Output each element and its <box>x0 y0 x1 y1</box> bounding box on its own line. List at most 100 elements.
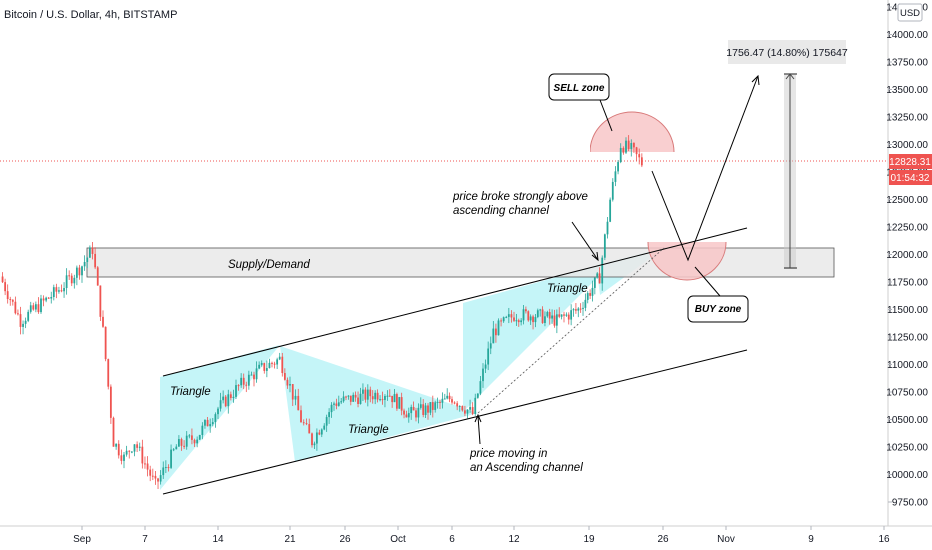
candle-body <box>271 362 273 364</box>
candle-body <box>525 309 527 312</box>
candle-body <box>209 424 212 427</box>
candle-body <box>471 407 474 414</box>
channel-upper-line[interactable] <box>162 227 748 377</box>
candle-body <box>577 308 580 311</box>
time-axis[interactable]: Sep 7 14 21 26 Oct 6 12 19 26 Nov 9 16 <box>73 526 890 545</box>
channel-lower-line[interactable] <box>162 349 748 495</box>
candle-body <box>222 396 225 401</box>
candle-body <box>170 449 172 468</box>
sell-zone-callout[interactable] <box>548 73 610 101</box>
triangle-pattern-1[interactable] <box>160 345 280 490</box>
time-tick-label: 6 <box>449 534 455 545</box>
candle-body <box>104 326 107 360</box>
candle-body <box>81 266 83 276</box>
currency-badge-label: USD <box>900 8 920 19</box>
candle-body <box>424 405 427 415</box>
candle-body <box>313 443 316 446</box>
candle-body <box>362 389 364 394</box>
candle-body <box>625 140 627 153</box>
candle-body <box>434 402 437 410</box>
candle-body <box>369 389 372 397</box>
bar-countdown-tag[interactable] <box>889 170 932 185</box>
candle-body <box>32 305 35 310</box>
candle-body <box>591 287 594 296</box>
buy-zone-pointer <box>694 266 721 297</box>
candle-body <box>400 397 403 411</box>
candle-body <box>1 276 4 283</box>
time-tick-label: Sep <box>73 534 91 545</box>
candle-body <box>357 397 359 404</box>
currency-badge[interactable] <box>897 3 923 22</box>
measure-arrowhead <box>785 73 795 80</box>
breakout-note-line2: ascending channel <box>453 205 549 217</box>
buy-zone-callout[interactable] <box>687 295 749 323</box>
buy-zone-arc[interactable] <box>647 204 727 281</box>
candlestick-series[interactable] <box>1 135 643 490</box>
candle-body <box>34 304 37 310</box>
candle-body <box>352 394 355 402</box>
candle-body <box>417 407 420 418</box>
candle-body <box>551 315 553 319</box>
candle-body <box>130 451 133 453</box>
candle-body <box>125 450 128 455</box>
candle-body <box>263 363 266 371</box>
sell-zone-arc[interactable] <box>590 111 675 192</box>
projected-path[interactable] <box>651 75 759 262</box>
candle-body <box>258 364 261 369</box>
candle-body <box>138 446 141 448</box>
candle-body <box>398 397 401 409</box>
time-tick-label: 19 <box>583 534 595 545</box>
candle-body <box>333 403 335 405</box>
candle-body <box>453 402 456 404</box>
symbol-title[interactable]: Bitcoin / U.S. Dollar, 4h, BITSTAMP <box>4 9 178 21</box>
candle-body <box>570 310 573 320</box>
candle-body <box>286 379 289 386</box>
candle-body <box>37 304 40 313</box>
candle-body <box>582 307 584 309</box>
price-axis[interactable]: 14250.0014000.0013750.0013500.0013250.00… <box>886 3 928 509</box>
candle-body <box>479 381 482 394</box>
last-price-tag[interactable] <box>889 154 932 169</box>
candle-body <box>345 396 347 398</box>
candle-body <box>29 305 32 312</box>
candle-body <box>175 446 178 450</box>
candle-body <box>541 309 544 324</box>
candle-body <box>112 417 115 447</box>
candle-body <box>520 320 523 323</box>
candle-body <box>191 435 193 440</box>
candle-body <box>265 368 268 371</box>
time-tick-label: Oct <box>390 534 406 545</box>
triangle-pattern-3[interactable] <box>463 265 600 412</box>
candle-body <box>91 247 94 254</box>
candle-body <box>614 171 617 182</box>
candle-body <box>50 297 53 299</box>
candle-body <box>164 467 167 469</box>
candle-body <box>300 410 302 423</box>
candle-body <box>419 404 422 408</box>
triangle-pattern-2[interactable] <box>280 346 478 462</box>
buy-zone-label: BUY zone <box>695 304 742 315</box>
candle-body <box>487 348 490 365</box>
candle-body <box>502 317 505 322</box>
candle-body <box>391 395 394 403</box>
candle-body <box>162 467 165 476</box>
candle-body <box>584 299 587 308</box>
candle-body <box>461 405 464 411</box>
channel-support-dotted[interactable] <box>477 247 665 414</box>
candle-body <box>94 253 97 268</box>
candle-body <box>527 311 530 321</box>
candle-body <box>384 396 386 400</box>
candle-body <box>482 368 484 382</box>
measure-label-box[interactable] <box>728 40 846 64</box>
candle-body <box>439 401 441 403</box>
price-tick-label: 12000.00 <box>886 250 928 261</box>
candle-body <box>75 267 78 278</box>
candle-body <box>144 463 146 465</box>
candle-body <box>427 405 429 413</box>
candle-body <box>193 439 196 444</box>
candle-body <box>374 392 377 400</box>
candle-body <box>507 314 510 317</box>
candle-body <box>609 199 612 222</box>
